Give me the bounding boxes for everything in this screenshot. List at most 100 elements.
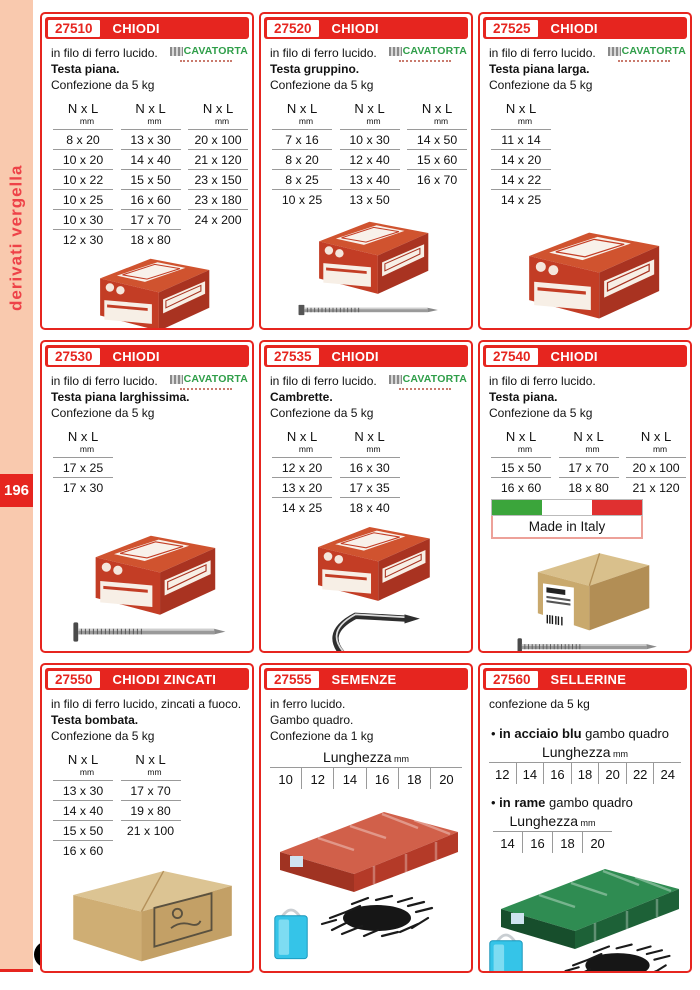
cavatorta-logo-tagline	[179, 387, 233, 390]
cavatorta-logo-row: CAVATORTA	[383, 374, 467, 385]
product-description: in filo di ferro lucido, zincati a fuoco…	[51, 696, 243, 744]
cell-body: CAVATORTA in filo di ferro lucido. Cambre…	[261, 367, 471, 653]
product-title: CHIODI	[112, 20, 160, 36]
description-line: Confezione da 5 kg	[489, 77, 593, 92]
cell-body: in filo di ferro lucido, zincati a fuoco…	[42, 690, 252, 971]
size-unit: mm	[585, 444, 600, 455]
length-label-text: Lunghezza	[541, 743, 611, 760]
size-header: N x L	[286, 429, 318, 445]
size-header: N x L	[67, 101, 99, 117]
size-value: 17 x 35	[339, 476, 400, 497]
size-unit: mm	[517, 444, 533, 455]
size-value: 14 x 50	[407, 128, 468, 149]
product-description: in filo di ferro lucido. Testa piana larg…	[489, 45, 681, 93]
cell-header: 27530 CHIODI	[45, 345, 249, 367]
description-line: Gambo quadro.	[270, 712, 354, 727]
size-unit: mm	[214, 116, 230, 127]
size-value: 18 x 80	[120, 228, 181, 249]
size-value: 16 x 60	[491, 476, 551, 497]
size-header: N x L	[354, 101, 385, 117]
size-value: 14 x 20	[491, 148, 551, 169]
length-values: Lunghezza mm 12 14 16 18 20 22 24	[489, 744, 681, 784]
size-value: 10 x 25	[272, 188, 332, 209]
product-cell-27535: 27535 CHIODI CAVATORTA in filo di ferro …	[259, 340, 473, 653]
product-description: in filo di ferro lucido. Testa piana. Conf…	[489, 373, 681, 421]
size-value: 20 x 100	[188, 128, 249, 149]
cavatorta-logo: CAVATORTA	[602, 46, 686, 62]
cell-body: CAVATORTA in filo di ferro lucido. Testa …	[261, 39, 471, 328]
product-code: 27550	[48, 670, 100, 688]
length-value: 14	[500, 835, 515, 851]
size-value: 14 x 40	[53, 799, 113, 820]
cavatorta-logo: CAVATORTA	[383, 46, 467, 62]
product-cell-27530: 27530 CHIODI CAVATORTA in filo di ferro …	[40, 340, 254, 653]
cavatorta-logo-icon	[388, 374, 402, 384]
length-tables: • in acciaio blu gambo quadro Lunghezza m…	[489, 715, 681, 853]
description-line: Confezione da 5 kg	[489, 405, 593, 420]
size-value: 13 x 20	[272, 476, 332, 497]
nail-box-photo	[99, 257, 210, 328]
cavatorta-logo-text: CAVATORTA	[183, 373, 248, 385]
length-value: 14	[515, 762, 544, 784]
size-unit: mm	[298, 444, 314, 455]
length-label-text: Lunghezza	[509, 812, 579, 829]
cavatorta-logo-icon	[388, 46, 402, 56]
description-line: Cambrette.	[270, 389, 333, 404]
length-value: 20	[582, 831, 612, 853]
description-line: Confezione da 5 kg	[51, 77, 155, 92]
staple-photo	[306, 606, 426, 653]
variant-label: • in acciaio blu gambo quadro	[491, 726, 681, 741]
size-value: 8 x 20	[272, 148, 332, 169]
size-value: 10 x 30	[53, 208, 113, 229]
cavatorta-logo-tagline	[179, 59, 233, 62]
size-value: 10 x 20	[53, 148, 113, 169]
product-description: in filo di ferro lucido. Cambrette. Confez…	[270, 373, 462, 421]
cell-header: 27535 CHIODI	[264, 345, 468, 367]
product-code: 27555	[267, 670, 319, 688]
length-row: 14 16 18 20	[493, 830, 613, 853]
size-value: 8 x 25	[272, 168, 332, 189]
variant-suffix: gambo quadro	[545, 794, 633, 810]
size-value: 14 x 22	[491, 168, 551, 189]
cavatorta-logo-icon	[169, 46, 183, 56]
cell-header: 27525 CHIODI	[483, 17, 687, 39]
cell-body: CAVATORTA in filo di ferro lucido. Testa …	[480, 39, 690, 328]
nail-box-photo	[317, 526, 431, 602]
nail-box-photo	[528, 232, 660, 320]
product-photo	[51, 249, 243, 328]
size-header: N x L	[135, 752, 166, 768]
size-unit: mm	[147, 116, 162, 127]
size-unit: mm	[652, 444, 668, 455]
size-value: 16 x 30	[339, 456, 400, 477]
product-title: SEMENZE	[331, 671, 397, 687]
cavatorta-logo-tagline	[617, 59, 671, 62]
cavatorta-logo: CAVATORTA	[164, 46, 248, 62]
size-header: N x L	[202, 101, 234, 117]
size-value: 10 x 22	[53, 168, 113, 189]
size-value: 13 x 40	[339, 168, 400, 189]
made-in-italy-badge: Made in Italy	[491, 498, 643, 539]
description-line: Testa piana larghissima.	[51, 389, 190, 404]
length-value: 16	[365, 768, 398, 790]
description-line: Confezione da 5 kg	[51, 405, 155, 420]
nail-box-photo	[318, 221, 429, 295]
cell-header: 27550 CHIODI ZINCATI	[45, 668, 249, 690]
size-unit: mm	[517, 116, 533, 127]
product-grid: 27510 CHIODI CAVATORTA in filo di ferro …	[40, 12, 692, 973]
size-unit: mm	[79, 116, 95, 127]
size-header: N x L	[135, 101, 166, 117]
size-unit: mm	[79, 767, 95, 778]
size-unit: mm	[298, 116, 314, 127]
product-photo	[489, 221, 681, 328]
product-title: SELLERINE	[550, 671, 627, 687]
cavatorta-logo-tagline	[398, 59, 452, 62]
product-photo	[51, 525, 243, 651]
variant-label: • in rame gambo quadro	[491, 795, 681, 810]
